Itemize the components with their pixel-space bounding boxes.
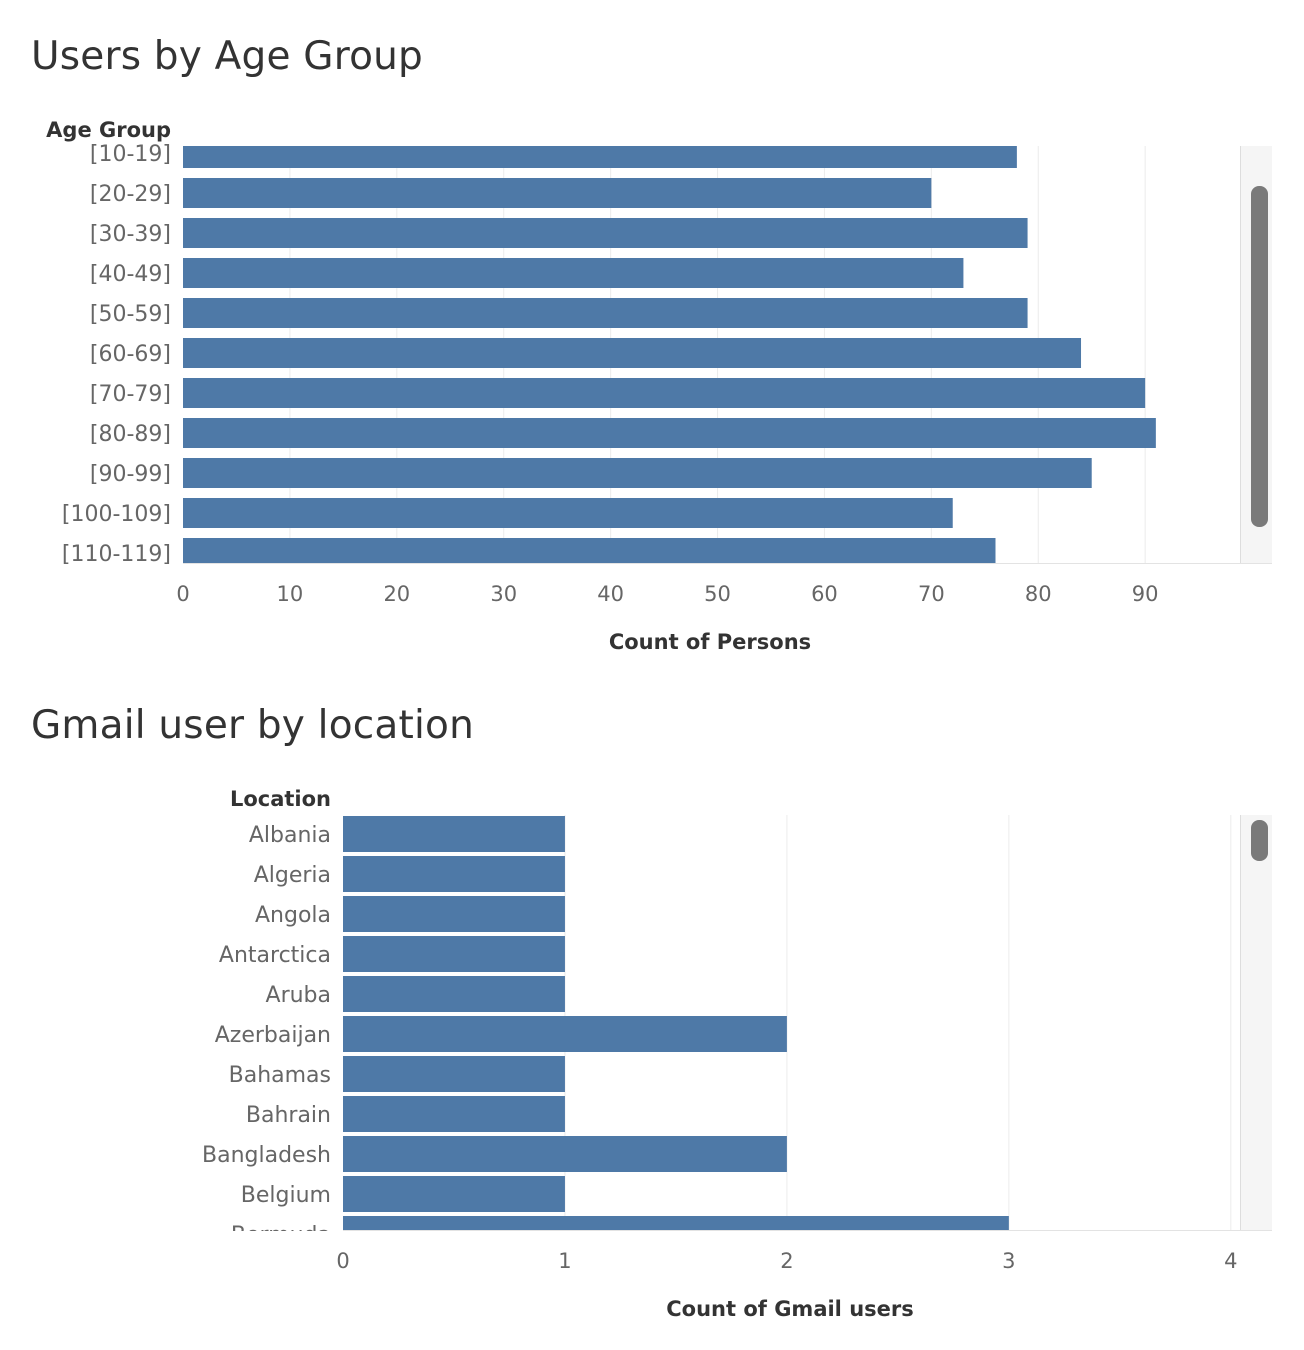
footer-mask <box>0 564 181 580</box>
bar-azerbaijan <box>343 1016 787 1052</box>
bar-bangladesh <box>343 1136 787 1172</box>
category-label: Bahamas <box>229 1063 331 1088</box>
category-label: [110-119] <box>62 542 171 567</box>
bar-70-79 <box>183 378 1146 408</box>
category-label: Albania <box>249 823 331 848</box>
category-label: Angola <box>255 903 331 928</box>
bar-30-39 <box>183 218 1028 248</box>
x-axis-title: Count of Gmail users <box>666 1297 914 1321</box>
x-tick-label: 40 <box>597 582 624 606</box>
bar-belgium <box>343 1176 565 1212</box>
bar-100-109 <box>183 498 953 528</box>
category-label: [60-69] <box>90 342 171 367</box>
category-label: Azerbaijan <box>215 1023 331 1048</box>
x-tick-label: 3 <box>1002 1249 1015 1273</box>
row-header: Location <box>230 787 331 811</box>
x-tick-label: 2 <box>780 1249 793 1273</box>
category-label: [100-109] <box>62 502 171 527</box>
bar-algeria <box>343 856 565 892</box>
bar-bahamas <box>343 1056 565 1092</box>
x-tick-label: 60 <box>811 582 838 606</box>
category-label: [70-79] <box>90 382 171 407</box>
footer-mask <box>0 1231 341 1247</box>
chart-title-age-group: Users by Age Group <box>31 34 424 79</box>
x-tick-label: 80 <box>1025 582 1052 606</box>
x-tick-label: 10 <box>277 582 304 606</box>
bar-bahrain <box>343 1096 565 1132</box>
age-group-bar-chart: [10-19] [20-29] [30-39] [40-49] [50-59] [60-6… <box>0 116 1272 654</box>
scrollbar-thumb[interactable] <box>1251 820 1268 861</box>
category-label: [50-59] <box>90 302 171 327</box>
x-tick-label: 30 <box>490 582 517 606</box>
scrollbar-thumb[interactable] <box>1251 186 1268 527</box>
category-label: [80-89] <box>90 422 171 447</box>
category-label: [90-99] <box>90 462 171 487</box>
bar-bermuda <box>343 1216 1009 1230</box>
x-tick-label: 0 <box>336 1249 349 1273</box>
header-mask <box>0 785 341 812</box>
bar-60-69 <box>183 338 1082 368</box>
bar-50-59 <box>183 298 1028 328</box>
bar-albania <box>343 816 565 852</box>
category-label: Belgium <box>241 1183 331 1208</box>
x-tick-label: 0 <box>176 582 189 606</box>
category-label: Bangladesh <box>202 1143 331 1168</box>
category-label: [40-49] <box>90 262 171 287</box>
x-tick-label: 50 <box>704 582 731 606</box>
row-header: Age Group <box>46 118 171 142</box>
bar-angola <box>343 896 565 932</box>
bar-10-19 <box>183 146 1017 168</box>
bar-110-119 <box>183 538 996 563</box>
bar-80-89 <box>183 418 1156 448</box>
category-label: Aruba <box>266 983 331 1008</box>
category-label: [10-19] <box>90 142 171 167</box>
bar-antarctica <box>343 936 565 972</box>
bar-20-29 <box>183 178 932 208</box>
gmail-location-bar-chart: Albania Algeria Angola Antarctica Aruba Azerb… <box>0 785 1272 1321</box>
chart-title-gmail-location: Gmail user by location <box>31 703 475 748</box>
bar-aruba <box>343 976 565 1012</box>
category-label: Bahrain <box>246 1103 331 1128</box>
x-tick-label: 70 <box>918 582 945 606</box>
x-tick-label: 90 <box>1132 582 1159 606</box>
category-label: [30-39] <box>90 222 171 247</box>
bar-90-99 <box>183 458 1092 488</box>
category-label: [20-29] <box>90 182 171 207</box>
category-label: Algeria <box>254 863 331 888</box>
x-tick-label: 1 <box>558 1249 571 1273</box>
x-tick-label: 20 <box>383 582 410 606</box>
x-tick-label: 4 <box>1224 1249 1237 1273</box>
category-label: Antarctica <box>219 943 331 968</box>
x-axis-title: Count of Persons <box>609 630 811 654</box>
bar-40-49 <box>183 258 964 288</box>
scrollbar-track[interactable] <box>1240 815 1272 1230</box>
header-mask <box>0 116 181 143</box>
